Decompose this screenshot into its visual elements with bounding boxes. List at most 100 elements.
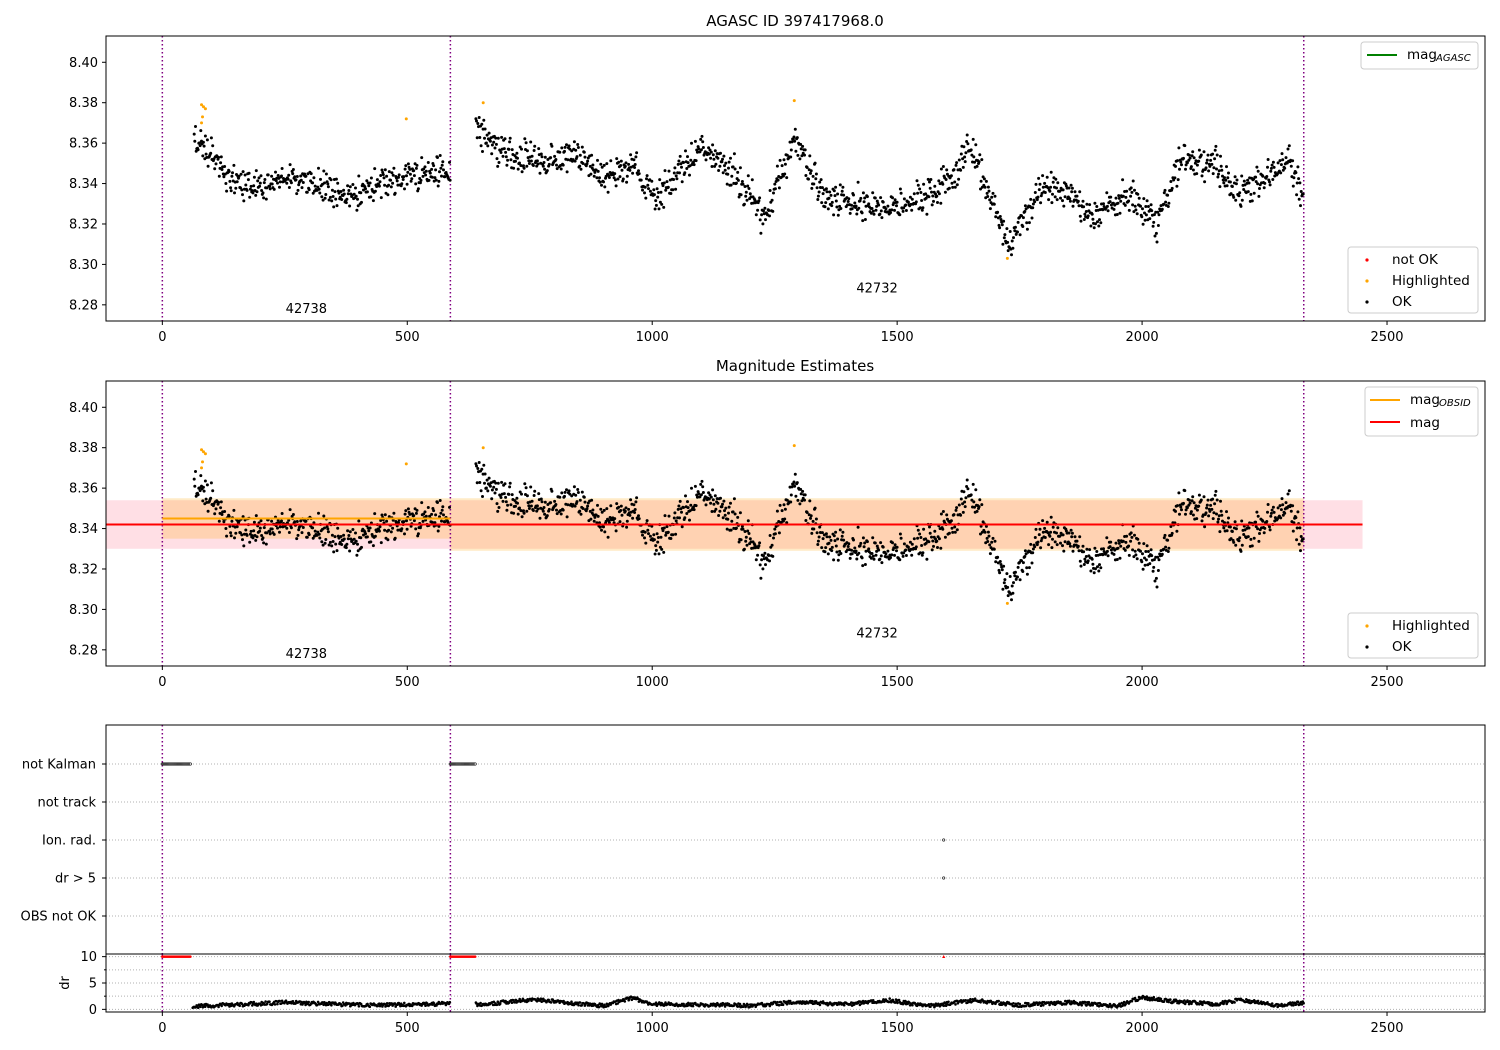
ok-point — [1250, 544, 1254, 548]
ok-point — [924, 541, 928, 545]
ok-point — [434, 178, 438, 182]
ok-point — [815, 186, 819, 190]
ok-point — [722, 154, 726, 158]
ok-point — [893, 553, 896, 557]
ok-point — [1271, 505, 1275, 509]
flag-category-label: dr > 5 — [55, 872, 96, 887]
ok-point — [983, 185, 987, 189]
ok-point — [1180, 508, 1183, 512]
ok-point — [939, 512, 943, 516]
ok-point — [293, 175, 297, 179]
ok-point — [1136, 192, 1140, 196]
ok-point — [1252, 191, 1256, 195]
ok-point — [754, 213, 758, 217]
ok-point — [259, 174, 263, 178]
ok-point — [939, 167, 943, 171]
ok-point — [912, 192, 916, 196]
ok-point — [904, 203, 908, 207]
ok-point — [853, 201, 857, 205]
ok-point — [924, 537, 928, 541]
ok-point — [405, 174, 408, 178]
ok-point — [483, 136, 486, 140]
ok-point — [408, 167, 412, 171]
ok-point — [719, 151, 722, 155]
ok-point — [955, 528, 959, 532]
ok-point — [1041, 174, 1045, 178]
ok-point — [744, 194, 748, 198]
ok-point — [580, 490, 584, 494]
ok-point — [1291, 184, 1295, 188]
ok-point — [772, 191, 775, 195]
ok-point — [985, 191, 989, 195]
ok-point — [818, 180, 822, 184]
ok-point — [1238, 536, 1242, 540]
ok-point — [391, 526, 395, 530]
ok-point — [359, 536, 363, 540]
ok-point — [756, 553, 760, 557]
ok-point — [661, 184, 665, 188]
ok-point — [602, 163, 606, 167]
ok-point — [529, 140, 533, 144]
ok-point — [963, 505, 967, 509]
ok-point — [241, 515, 245, 519]
ok-point — [790, 140, 794, 144]
ok-point — [1266, 165, 1269, 169]
ok-point — [1051, 537, 1054, 541]
ok-point — [1256, 169, 1260, 173]
ok-point — [1179, 505, 1183, 509]
ok-point — [1269, 169, 1273, 173]
ok-point — [1049, 185, 1053, 189]
x-tick-label: 1500 — [881, 1021, 914, 1036]
dr-point — [630, 998, 634, 1002]
ok-point — [1059, 196, 1062, 200]
ok-point — [326, 182, 330, 186]
ok-point — [1039, 194, 1043, 198]
ok-point — [886, 549, 890, 553]
ok-point — [497, 161, 501, 164]
ok-point — [654, 203, 658, 207]
ok-point — [789, 500, 793, 504]
ok-point — [763, 206, 767, 210]
ok-point — [854, 549, 858, 553]
ok-point — [951, 185, 955, 189]
ok-point — [1116, 546, 1120, 550]
ok-point — [812, 527, 816, 531]
ok-point — [565, 488, 568, 492]
ok-point — [682, 506, 685, 509]
x-tick-label: 500 — [395, 1021, 420, 1036]
ok-point — [355, 553, 359, 557]
ok-point — [898, 558, 902, 562]
ok-point — [613, 517, 617, 521]
ok-point — [861, 564, 865, 568]
ok-point — [578, 153, 582, 157]
ok-point — [1208, 164, 1212, 168]
ok-point — [1002, 581, 1006, 585]
ok-point — [199, 474, 203, 478]
ok-point — [278, 530, 281, 534]
ok-point — [415, 163, 419, 167]
ok-point — [250, 189, 254, 193]
dr-point — [1201, 1003, 1204, 1007]
ok-point — [1141, 567, 1145, 571]
ok-point — [516, 167, 520, 171]
ok-point — [1117, 539, 1121, 543]
ok-point — [368, 181, 372, 185]
dr-point — [1027, 1002, 1030, 1005]
ok-point — [572, 485, 576, 489]
ok-point — [522, 166, 526, 170]
ok-point — [738, 511, 742, 515]
ok-point — [1223, 521, 1226, 525]
ok-point — [287, 186, 291, 189]
dr-point — [623, 1000, 627, 1003]
ok-point — [978, 498, 982, 502]
dr-point — [682, 1002, 685, 1006]
ok-point — [1205, 161, 1209, 165]
ok-point — [340, 198, 344, 201]
ok-point — [1020, 559, 1023, 563]
highlighted-point — [203, 107, 207, 111]
ok-point — [1291, 504, 1295, 508]
ok-point — [627, 162, 631, 166]
dr-point — [1162, 1000, 1166, 1003]
ok-point — [401, 178, 405, 181]
ok-point — [677, 159, 681, 163]
